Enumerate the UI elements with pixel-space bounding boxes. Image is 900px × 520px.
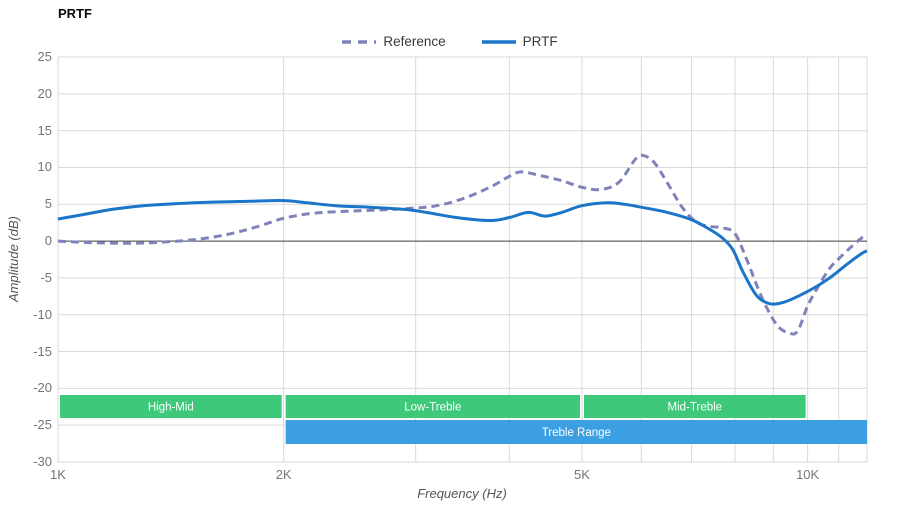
- y-axis-title: Amplitude (dB): [6, 216, 21, 302]
- y-tick-label-20: 20: [37, 85, 52, 101]
- band-low-treble: [285, 395, 580, 418]
- y-tick-label--25: -25: [33, 417, 52, 433]
- y-tick-label-0: 0: [44, 233, 52, 249]
- y-tick-label--10: -10: [33, 306, 52, 322]
- band-treble-range: [285, 420, 867, 444]
- y-tick-label-5: 5: [44, 196, 52, 212]
- band-high-mid: [60, 395, 282, 418]
- legend-label: Reference: [383, 34, 446, 49]
- band-label-mid-treble: Mid-Treble: [668, 402, 723, 414]
- legend-swatch-dashed: [342, 39, 377, 44]
- y-tick-label--5: -5: [40, 269, 52, 285]
- y-tick-label-10: 10: [37, 159, 52, 175]
- legend-label: PRTF: [522, 34, 558, 49]
- x-tick-label-2K: 2K: [275, 467, 292, 482]
- band-mid-treble: [583, 395, 806, 418]
- legend-item-reference[interactable]: Reference: [342, 34, 446, 49]
- y-tick-label-25: 25: [37, 49, 52, 64]
- x-axis-title: Frequency (Hz): [417, 486, 507, 501]
- y-tick-label--30: -30: [33, 454, 52, 469]
- legend: Reference PRTF: [0, 34, 900, 49]
- chart-title: PRTF: [58, 6, 92, 21]
- y-tick-label--15: -15: [33, 343, 52, 359]
- band-label-high-mid: High-Mid: [148, 402, 194, 414]
- band-label-low-treble: Low-Treble: [404, 402, 461, 414]
- y-tick-label--20: -20: [33, 380, 52, 396]
- x-tick-label-1K: 1K: [50, 467, 66, 482]
- x-tick-label-10K: 10K: [796, 467, 820, 482]
- prtf-curve: [57, 199, 868, 306]
- legend-swatch-solid: [481, 39, 516, 44]
- legend-item-prtf[interactable]: PRTF: [481, 34, 558, 49]
- x-tick-label-5K: 5K: [574, 467, 590, 482]
- band-label-treble-range: Treble Range: [542, 427, 611, 439]
- reference-curve: [57, 153, 868, 336]
- y-tick-label-15: 15: [37, 122, 52, 138]
- plot-border: [57, 56, 868, 463]
